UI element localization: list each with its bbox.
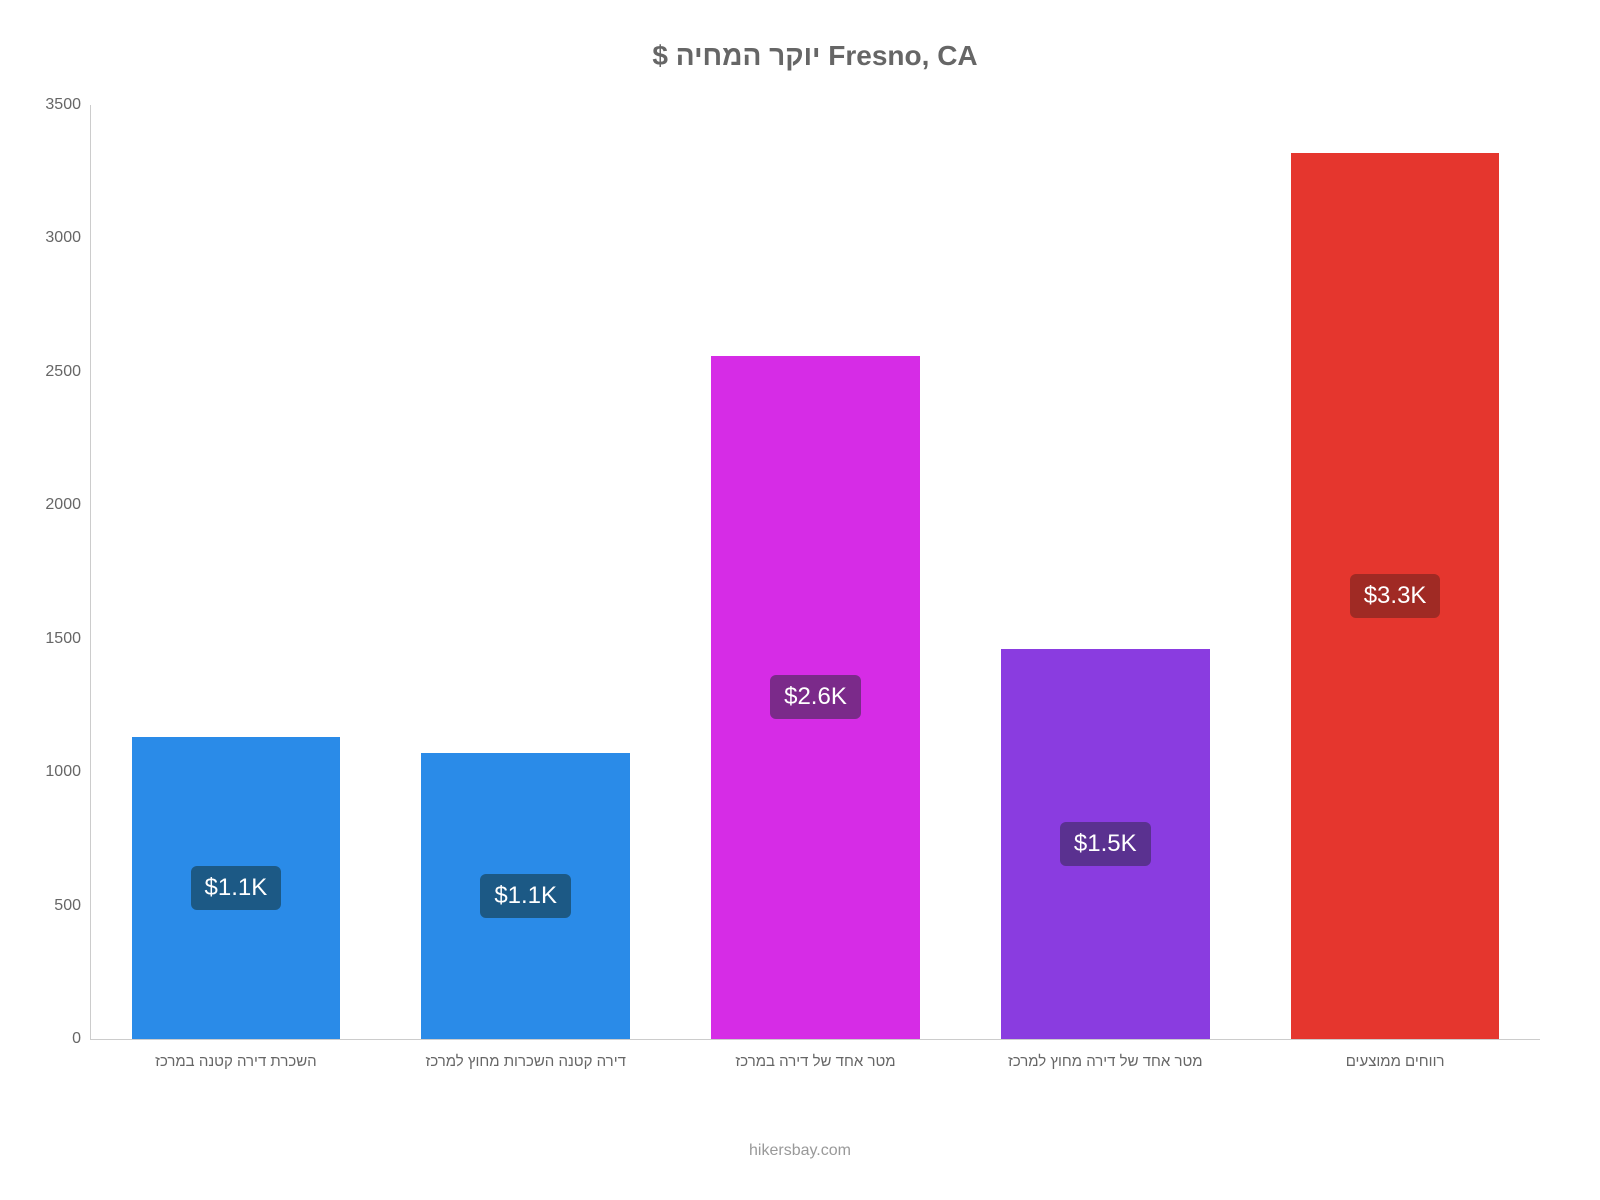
y-tick: 1500 (45, 630, 91, 648)
cost-of-living-chart: $ יוקר המחיה Fresno, CA $1.1Kהשכרת דירה … (0, 0, 1600, 1200)
bar-value-label: $2.6K (770, 675, 861, 719)
x-category-label: דירה קטנה השכרות מחוץ למרכז (381, 1053, 671, 1070)
attribution-text: hikersbay.com (0, 1142, 1600, 1160)
y-tick: 2500 (45, 363, 91, 381)
bar-value-label: $1.1K (480, 874, 571, 918)
bars-row: $1.1Kהשכרת דירה קטנה במרכז$1.1Kדירה קטנה… (91, 105, 1540, 1039)
bar-slot: $1.1Kדירה קטנה השכרות מחוץ למרכז (381, 105, 671, 1039)
x-category-label: מטר אחד של דירה מחוץ למרכז (960, 1053, 1250, 1070)
x-category-label: רווחים ממוצעים (1250, 1053, 1540, 1070)
chart-title: $ יוקר המחיה Fresno, CA (90, 40, 1540, 72)
plot-area: $1.1Kהשכרת דירה קטנה במרכז$1.1Kדירה קטנה… (90, 105, 1540, 1040)
x-category-label: מטר אחד של דירה במרכז (671, 1053, 961, 1070)
y-tick: 500 (54, 897, 91, 915)
bar-slot: $1.1Kהשכרת דירה קטנה במרכז (91, 105, 381, 1039)
bar-value-label: $1.1K (191, 866, 282, 910)
bar: $3.3K (1291, 153, 1500, 1039)
y-tick: 3500 (45, 96, 91, 114)
bar-slot: $3.3Kרווחים ממוצעים (1250, 105, 1540, 1039)
bar-value-label: $1.5K (1060, 822, 1151, 866)
y-tick: 1000 (45, 763, 91, 781)
bar-slot: $2.6Kמטר אחד של דירה במרכז (671, 105, 961, 1039)
y-tick: 2000 (45, 496, 91, 514)
bar: $1.1K (132, 737, 341, 1039)
y-tick: 3000 (45, 229, 91, 247)
bar-value-label: $3.3K (1350, 574, 1441, 618)
bar: $2.6K (711, 356, 920, 1039)
bar-slot: $1.5Kמטר אחד של דירה מחוץ למרכז (960, 105, 1250, 1039)
y-tick: 0 (72, 1030, 91, 1048)
x-category-label: השכרת דירה קטנה במרכז (91, 1053, 381, 1070)
bar: $1.1K (421, 753, 630, 1039)
bar: $1.5K (1001, 649, 1210, 1039)
